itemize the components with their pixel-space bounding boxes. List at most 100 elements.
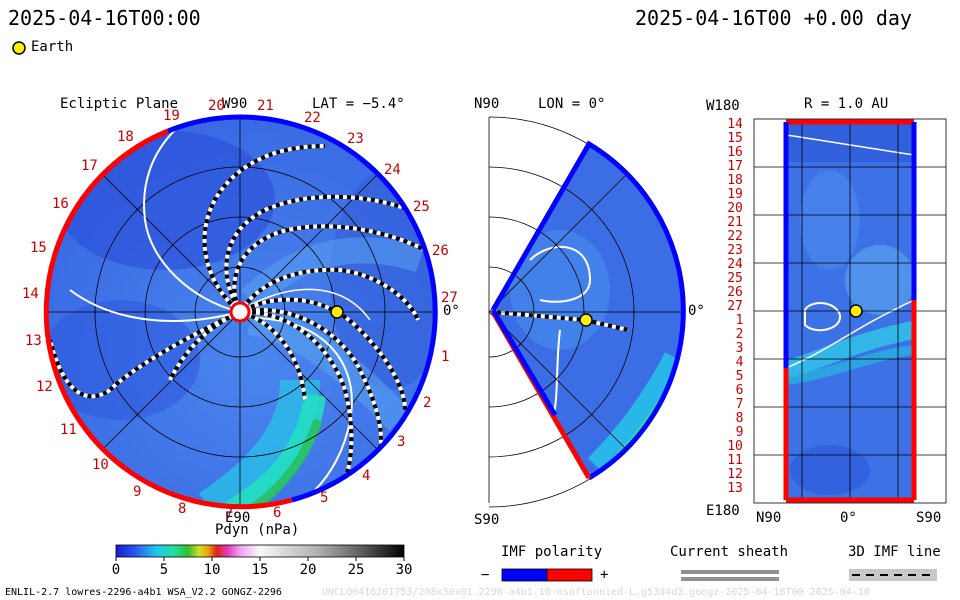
meridional-bottom-label: S90 xyxy=(474,512,500,528)
carrington-label: 15 xyxy=(30,240,47,256)
carrington-label: 10 xyxy=(92,457,109,473)
carrington-label: 14 xyxy=(22,286,39,302)
polarity-rim-negative xyxy=(239,114,438,503)
carrington-label: 26 xyxy=(432,243,449,259)
rotation-label: 21 xyxy=(727,215,743,230)
rotation-label: 1 xyxy=(735,313,744,328)
rotation-label: 10 xyxy=(727,439,743,454)
colorbar-tick-label: 25 xyxy=(347,562,365,578)
earth-legend-icon xyxy=(12,41,26,55)
footer-model-info: ENLIL-2.7 lowres-2296-a4b1 WSA_V2.2 GONG… xyxy=(5,587,282,598)
carrington-label: 27 xyxy=(441,290,458,306)
meridional-panel xyxy=(488,116,686,508)
carrington-label: 3 xyxy=(397,434,406,450)
ecliptic-lat-label: LAT = −5.4° xyxy=(312,96,405,112)
carrington-label: 21 xyxy=(257,98,274,114)
rotation-label: 8 xyxy=(735,411,744,426)
rotation-label: 18 xyxy=(727,173,743,188)
carrington-label: 22 xyxy=(304,110,321,126)
carrington-label: 19 xyxy=(163,108,180,124)
rotation-label: 12 xyxy=(727,467,743,482)
imf-polarity-negative-swatch xyxy=(501,568,548,582)
rotation-label: 11 xyxy=(727,453,743,468)
earth-marker-rmap xyxy=(849,304,863,318)
rmap-bottom-left-label: E180 xyxy=(706,503,740,519)
rotation-label: 3 xyxy=(735,341,744,356)
imf-line-legend-line xyxy=(849,569,937,581)
carrington-label: 17 xyxy=(81,158,98,174)
carrington-label: 20 xyxy=(208,98,225,114)
ecliptic-title: Ecliptic Plane xyxy=(60,96,179,112)
carrington-label: 24 xyxy=(384,162,401,178)
rotation-label: 6 xyxy=(735,383,744,398)
polarity-rim-positive xyxy=(43,128,293,510)
rmap-bottom-0: 0° xyxy=(840,510,857,526)
imf-line-title: 3D IMF line xyxy=(848,544,941,560)
carrington-label: 16 xyxy=(52,196,69,212)
current-sheath-title: Current sheath xyxy=(670,544,789,560)
rmap-bottom-n90: N90 xyxy=(756,510,782,526)
earth-legend-label: Earth xyxy=(31,39,74,55)
colorbar-title: Pdyn (nPa) xyxy=(215,522,300,538)
rotation-label: 24 xyxy=(727,257,743,272)
rotation-label: 19 xyxy=(727,187,743,202)
carrington-label: 8 xyxy=(178,501,187,517)
colorbar-tick-label: 5 xyxy=(159,562,169,578)
rotation-label: 5 xyxy=(735,369,744,384)
carrington-label: 7 xyxy=(225,506,234,522)
imf-polarity-plus: + xyxy=(600,567,609,583)
current-sheath-legend-line xyxy=(681,570,779,581)
rmap-bottom-s90: S90 xyxy=(916,510,942,526)
rotation-label: 9 xyxy=(735,425,744,440)
imf-polarity-positive-swatch xyxy=(546,568,593,582)
rotation-label: 23 xyxy=(727,243,743,258)
carrington-label: 2 xyxy=(423,395,432,411)
carrington-label: 11 xyxy=(60,422,77,438)
carrington-label: 25 xyxy=(413,199,430,215)
rotation-label: 13 xyxy=(727,481,743,496)
rotation-label: 14 xyxy=(727,117,743,132)
sun-icon xyxy=(229,301,251,323)
datetime-right: 2025-04-16T00 +0.00 day xyxy=(635,6,912,30)
rotation-label: 27 xyxy=(727,299,743,314)
meridional-right-label: 0° xyxy=(688,303,705,319)
meridional-lon-label: LON = 0° xyxy=(538,96,606,112)
colorbar-tick-label: 30 xyxy=(395,562,413,578)
rotation-label: 16 xyxy=(727,145,743,160)
imf-polarity-title: IMF polarity xyxy=(501,544,603,560)
rmap-r-label: R = 1.0 AU xyxy=(804,96,889,112)
imf-polarity-minus: − xyxy=(481,567,490,583)
ecliptic-bottom-label: E90 xyxy=(225,510,251,526)
carrington-label: 1 xyxy=(441,349,450,365)
rotation-label: 2 xyxy=(735,327,744,342)
rotation-label: 17 xyxy=(727,159,743,174)
rotation-label: 15 xyxy=(727,131,743,146)
rotation-label: 22 xyxy=(727,229,743,244)
ecliptic-panel xyxy=(43,114,438,510)
footer-run-info: UNCLO0416201753/208x30x01.2296-a4b1.16-n… xyxy=(322,587,870,598)
carrington-label: 12 xyxy=(36,379,53,395)
colorbar-ticks xyxy=(115,557,405,561)
colorbar-tick-label: 15 xyxy=(251,562,269,578)
carrington-label: 18 xyxy=(117,129,134,145)
rotation-label: 20 xyxy=(727,201,743,216)
colorbar-tick-label: 0 xyxy=(111,562,121,578)
colorbar-tick-label: 20 xyxy=(299,562,317,578)
carrington-label: 6 xyxy=(273,505,282,521)
ecliptic-top-label: W90 xyxy=(222,96,248,112)
rotation-label: 7 xyxy=(735,397,744,412)
rmap-top-left-label: W180 xyxy=(706,98,740,114)
colorbar-tick-label: 10 xyxy=(203,562,221,578)
ecliptic-right-label: 0° xyxy=(443,303,460,319)
meridional-top-label: N90 xyxy=(474,96,500,112)
rotation-label: 25 xyxy=(727,271,743,286)
rmap-panel xyxy=(753,118,947,504)
earth-marker-ecliptic xyxy=(330,305,344,319)
carrington-label: 13 xyxy=(25,333,42,349)
carrington-label: 4 xyxy=(362,468,371,484)
rotation-label: 4 xyxy=(735,355,744,370)
carrington-label: 9 xyxy=(133,484,142,500)
pdyn-colorbar xyxy=(115,544,405,558)
rotation-label: 26 xyxy=(727,285,743,300)
